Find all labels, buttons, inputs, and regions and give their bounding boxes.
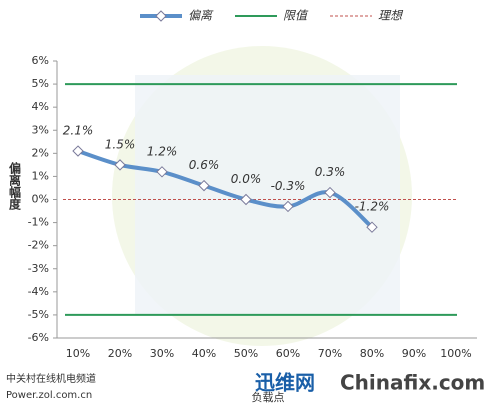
x-tick-label: 70% xyxy=(318,347,342,360)
marker xyxy=(156,166,168,178)
x-tick-label: 20% xyxy=(108,347,132,360)
legend-marker xyxy=(155,10,167,22)
watermark: 迅维网 xyxy=(255,371,315,395)
watermark: 中关村在线机电频道 xyxy=(6,372,96,385)
y-tick-label: 3% xyxy=(32,123,49,136)
x-tick-label: 30% xyxy=(150,347,174,360)
legend-label: 限值 xyxy=(283,9,309,23)
marker xyxy=(282,200,294,213)
x-tick-label: 40% xyxy=(192,347,216,360)
data-label: 1.2% xyxy=(147,144,178,158)
y-axis-label: 偏离幅度 xyxy=(8,161,22,211)
marker xyxy=(240,193,252,206)
x-tick-label: 10% xyxy=(66,347,90,360)
data-label: -0.3% xyxy=(271,179,306,193)
y-tick-label: -2% xyxy=(28,239,49,252)
x-axis-label: 负载点 xyxy=(252,390,285,404)
marker xyxy=(72,145,84,157)
legend-label: 偏离 xyxy=(188,9,214,23)
data-label: 2.1% xyxy=(63,124,94,138)
x-tick-label: 90% xyxy=(402,347,426,360)
data-label: 0.0% xyxy=(231,172,262,186)
marker xyxy=(324,186,336,199)
background-watermark xyxy=(135,75,400,315)
y-tick-label: -1% xyxy=(28,216,49,229)
y-tick-label: -4% xyxy=(28,285,49,298)
watermark: Chinafix.com xyxy=(340,371,485,395)
x-tick-label: 50% xyxy=(234,347,258,360)
y-tick-label: 0% xyxy=(32,193,49,206)
y-tick-label: 6% xyxy=(32,54,49,67)
y-tick-label: -6% xyxy=(28,331,49,344)
marker xyxy=(114,159,126,171)
data-label: 0.6% xyxy=(189,158,220,172)
data-label: 1.5% xyxy=(105,137,136,151)
x-tick-label: 100% xyxy=(440,347,471,360)
data-label: 0.3% xyxy=(315,165,346,179)
watermark: Power.zol.com.cn xyxy=(6,390,92,401)
x-tick-label: 80% xyxy=(360,347,384,360)
y-tick-label: 4% xyxy=(32,100,49,113)
y-tick-label: 2% xyxy=(32,146,49,159)
y-tick-label: -5% xyxy=(28,308,49,321)
y-tick-label: -3% xyxy=(28,262,49,275)
data-label: -1.2% xyxy=(355,200,390,214)
y-tick-label: 5% xyxy=(32,77,49,90)
x-tick-label: 60% xyxy=(276,347,300,360)
marker xyxy=(198,179,210,192)
y-tick-label: 1% xyxy=(32,169,49,182)
marker xyxy=(366,221,378,233)
legend-label: 理想 xyxy=(378,9,404,23)
